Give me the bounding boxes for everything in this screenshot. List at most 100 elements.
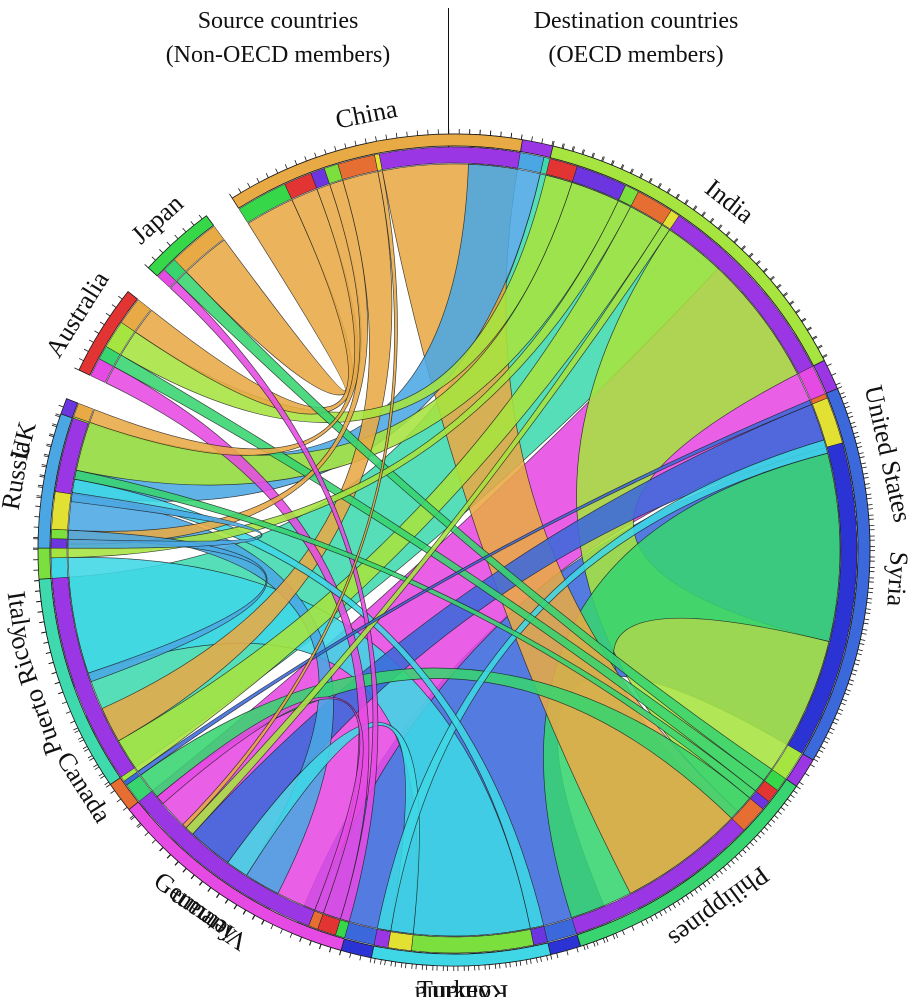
tick-united-states [852,669,858,672]
source-header-line1: Source countries [197,8,359,34]
tick-syria [844,405,850,409]
tick-united-states [730,859,735,865]
tick-germany [159,847,164,852]
tick-china [385,134,388,140]
tick-philippines [685,895,690,900]
tick-turkey [400,962,403,968]
tick-united-states [760,830,765,835]
tick-united-states [698,886,703,891]
tick-australia [94,330,99,334]
tick-puerto-rico [61,701,67,705]
tick-united-states [601,156,604,162]
tick-canada [98,773,104,777]
tick-puerto-rico [54,681,60,685]
tick-australia [78,358,84,362]
band-russia-italy [50,528,68,540]
tick-vietnam [329,947,332,953]
tick-syria [865,612,871,614]
tick-uk [46,445,52,448]
tick-puerto-rico [89,757,94,761]
band-russia-uk [50,538,68,549]
tick-vietnam [207,887,211,892]
tick-india [817,345,823,349]
tick-china [520,134,523,140]
band-uk-china [73,403,94,423]
tick-syria [861,632,867,635]
tick-china [395,132,398,138]
tick-united-states [838,708,844,712]
tick-vietnam [339,950,342,956]
tick-philippines [734,856,739,861]
tick-united-states [684,199,688,204]
arc-china [231,133,523,209]
tick-united-states [806,326,812,330]
tick-china [354,140,357,146]
tick-india [630,168,634,174]
tick-romania [394,961,397,967]
tick-united-states [591,152,594,158]
tick-china [265,173,269,178]
tick-vietnam [299,936,303,942]
tick-uk [37,486,43,488]
tick-canada [110,790,115,794]
tick-puerto-rico [37,611,43,613]
tick-united-states [864,618,870,621]
tick-united-states [701,211,705,216]
tick-united-states [748,252,753,257]
tick-philippines [764,826,769,831]
ribbon-romania-to-united-states [376,439,829,932]
band-syria-canada [810,393,828,405]
tick-puerto-rico [45,652,51,655]
tick-united-states [835,382,841,386]
tick-united-states [867,598,873,600]
tick-uk [39,475,45,478]
tick-syria [863,622,869,625]
destination-header-line2: (OECD members) [548,42,724,68]
tick-india [552,141,555,147]
tick-australia [105,312,111,317]
tick-united-states [853,431,859,435]
tick-india [649,178,653,184]
tick-china [304,156,307,162]
tick-vietnam [309,940,312,946]
tick-puerto-rico [94,766,100,770]
tick-united-states [856,442,862,445]
tick-germany [199,881,203,886]
band-romania-germany [387,931,414,952]
tick-united-states [865,608,871,610]
tick-united-states [657,182,661,188]
tick-turkey [556,953,559,959]
ribbon-vietnam-to-canada [156,696,364,914]
tick-syria [844,692,850,696]
tick-philippines [677,900,681,906]
tick-united-states [741,245,746,250]
tick-india [718,225,723,230]
tick-uk [36,496,42,499]
tick-india [734,238,739,244]
tick-canada [122,806,128,811]
tick-australia [117,295,123,300]
tick-philippines [668,906,672,911]
tick-india [685,200,689,205]
tick-syria [841,396,847,399]
band-philippines-united-states [571,818,745,935]
tick-united-states [780,806,786,811]
tick-philippines [710,876,715,882]
tick-united-states [753,838,758,843]
tick-united-states [629,168,633,174]
tick-vietnam [182,867,187,873]
tick-united-states [839,392,845,395]
tick-philippines [783,802,789,807]
tick-india [592,153,595,158]
tick-syria [867,591,873,594]
tick-philippines [622,930,625,936]
tick-philippines [640,921,644,927]
tick-philippines [742,849,747,854]
tick-germany [182,868,187,873]
band-china-united-states [378,146,521,171]
tick-syria [854,435,860,439]
tick-syria [813,758,819,762]
tick-united-states [561,143,564,149]
tick-united-states [733,238,738,243]
tick-india [572,146,575,152]
